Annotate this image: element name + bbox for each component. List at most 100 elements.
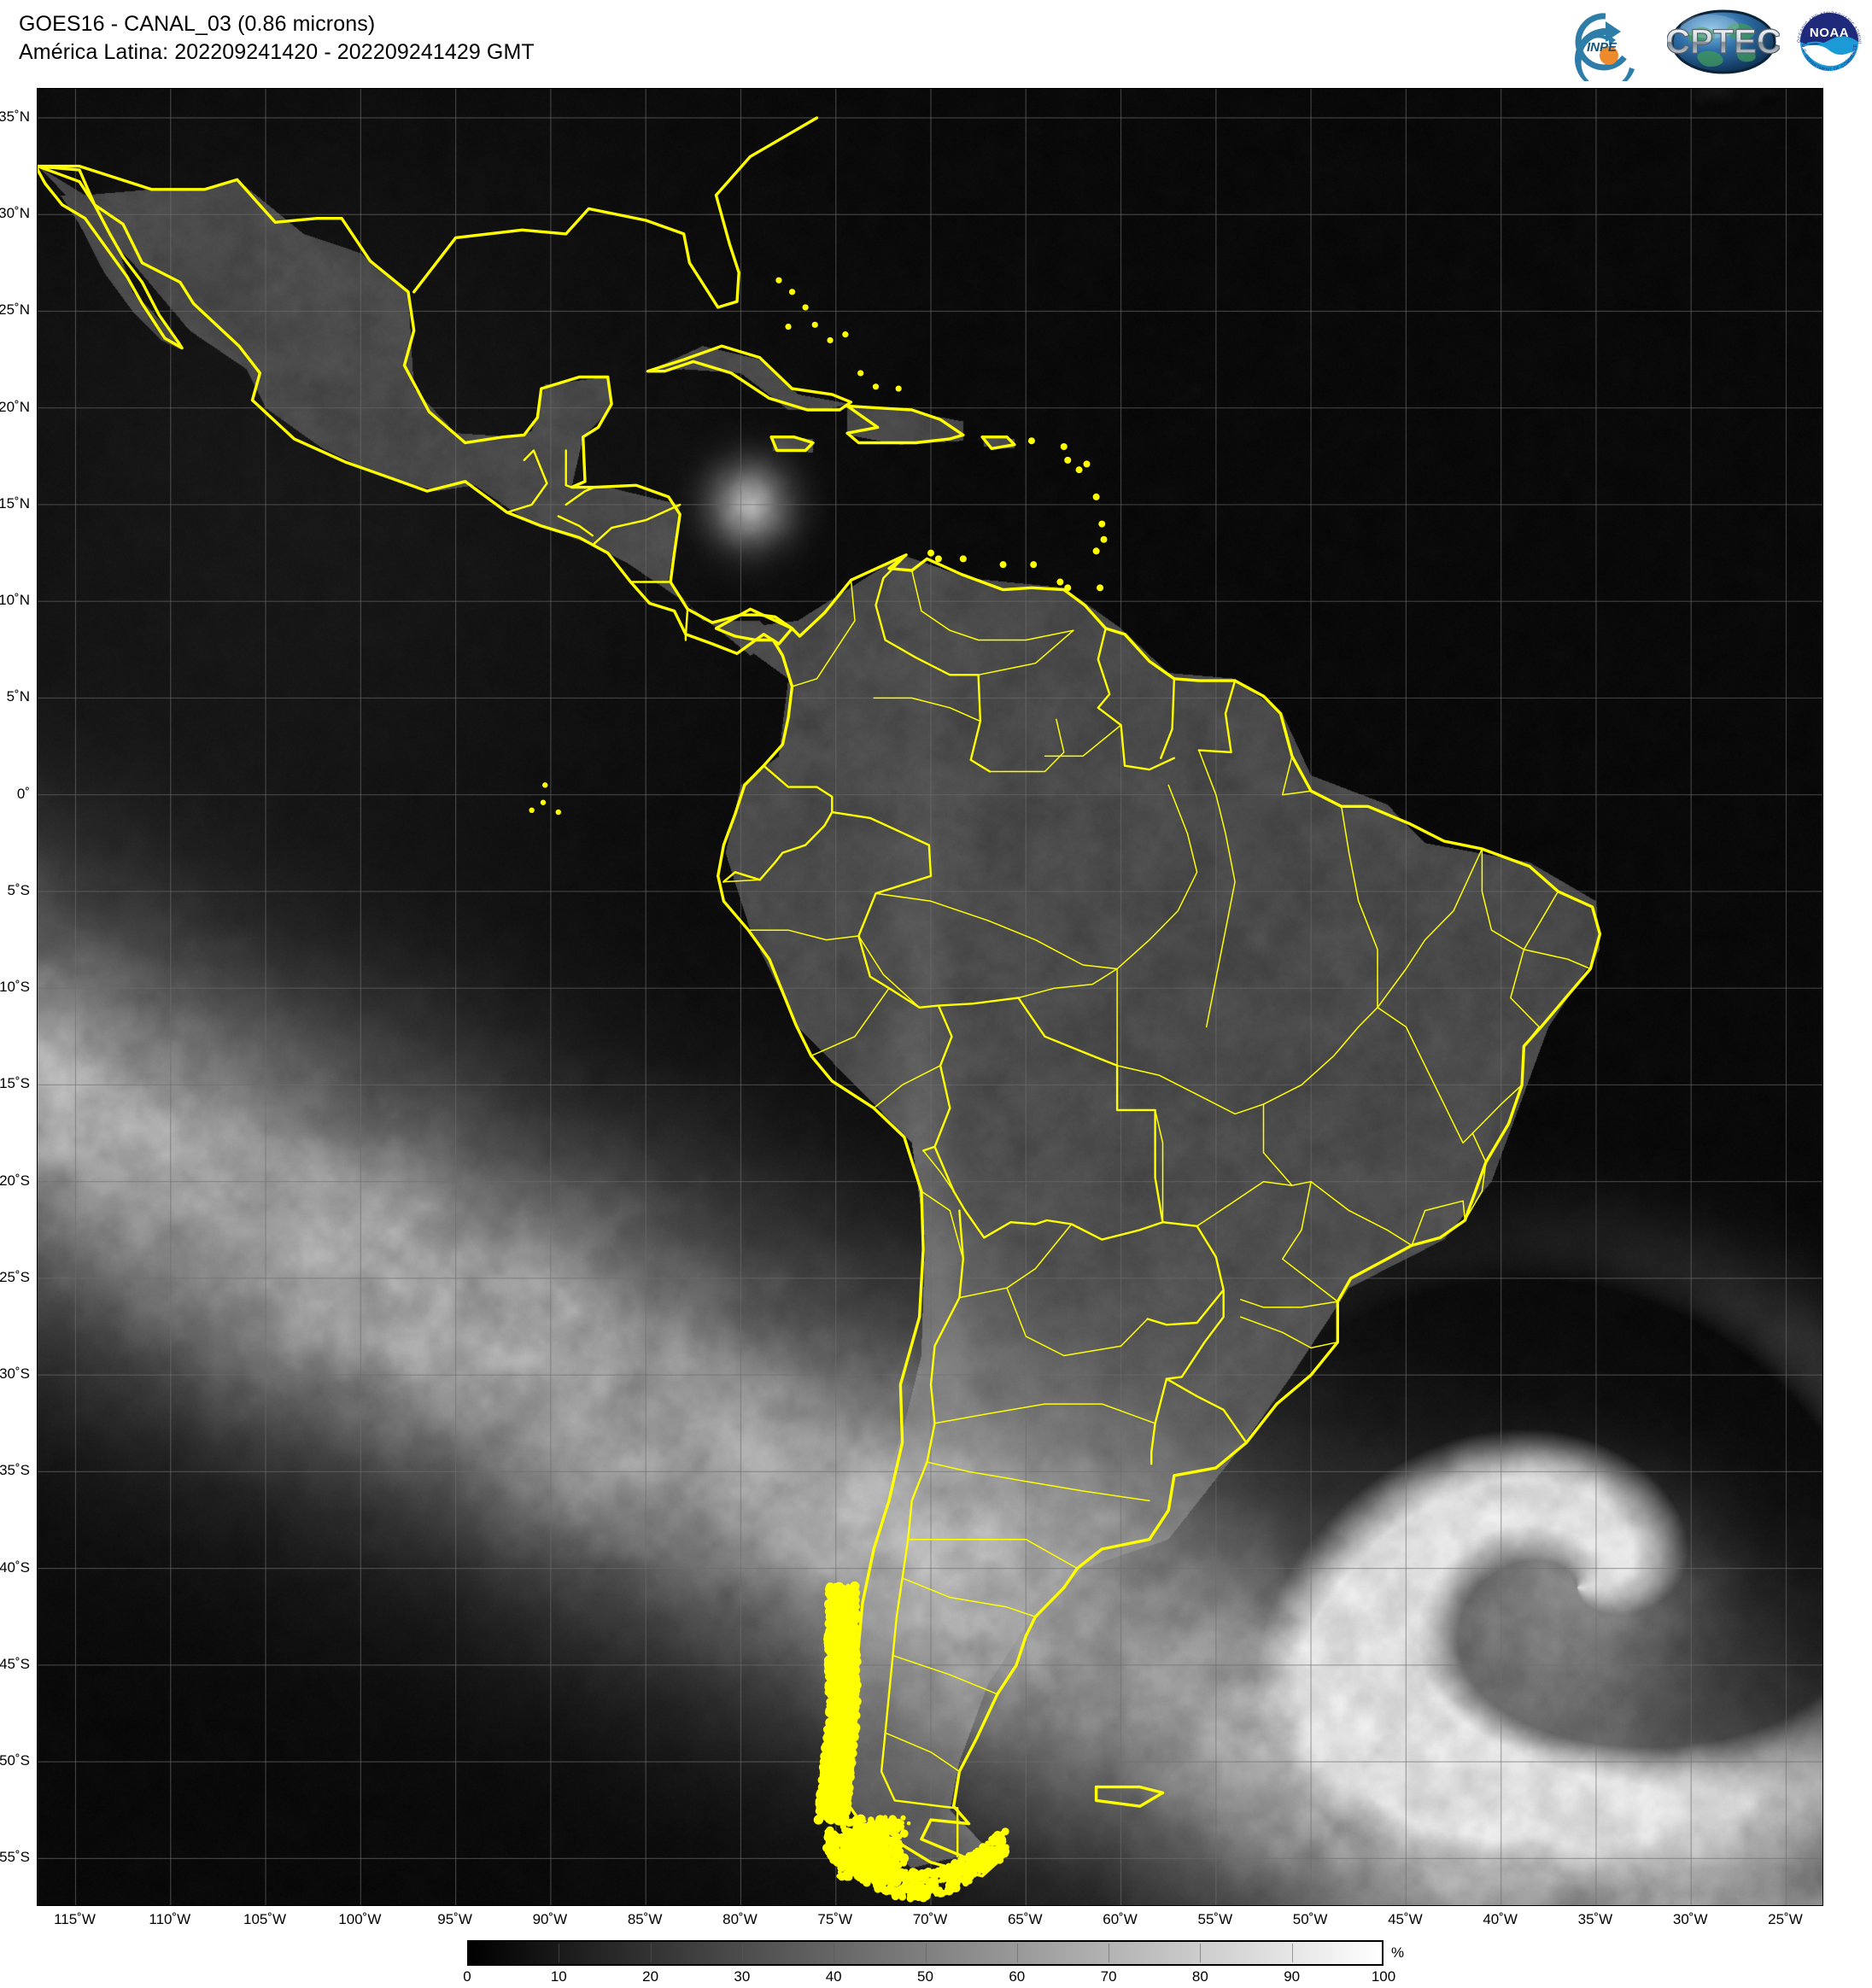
longitude-tick-label: 70˚W <box>912 1911 948 1927</box>
fjord-speckle <box>907 1878 911 1882</box>
fjord-speckle <box>872 1823 880 1831</box>
fjord-speckle <box>840 1736 844 1740</box>
border-path <box>747 929 860 941</box>
fjord-speckle <box>975 1849 980 1853</box>
border-path <box>593 503 682 545</box>
fjord-speckle <box>837 1692 843 1697</box>
fjord-speckle <box>844 1686 849 1691</box>
border-path <box>989 718 1065 773</box>
fjord-speckle <box>846 1603 854 1611</box>
fjord-speckle <box>825 1768 834 1776</box>
fjord-speckle <box>841 1676 848 1683</box>
fjord-speckle <box>889 1848 899 1858</box>
border-path <box>714 553 1602 1878</box>
fjord-speckle <box>898 1835 903 1839</box>
fjord-speckle <box>825 1639 834 1648</box>
border-path <box>907 1538 1079 1570</box>
fjord-speckle <box>836 1653 844 1661</box>
border-path <box>937 997 1164 1224</box>
fjord-speckle <box>995 1856 1004 1864</box>
fjord-speckle <box>845 1775 854 1783</box>
fjord-speckle <box>927 1870 934 1878</box>
svg-text:NOAA: NOAA <box>1810 26 1849 40</box>
fjord-speckle <box>974 1868 979 1872</box>
svg-text:INPE: INPE <box>1587 40 1618 55</box>
fjord-speckle <box>825 1734 835 1745</box>
island-marker <box>802 304 809 311</box>
longitude-tick-label: 40˚W <box>1483 1911 1518 1927</box>
inpe-logo: INPE <box>1561 3 1657 91</box>
fjord-speckle <box>848 1640 854 1646</box>
colorbar-tick-label: 70 <box>1100 1968 1117 1985</box>
fjord-speckle <box>832 1732 840 1740</box>
fjord-speckle <box>934 1868 938 1872</box>
border-path <box>412 116 819 309</box>
fjord-speckle <box>834 1704 842 1712</box>
border-path <box>1377 848 1483 1009</box>
fjord-speckle <box>899 1829 909 1839</box>
fjord-speckle <box>906 1821 911 1826</box>
border-path <box>921 1190 964 1260</box>
fjord-speckle <box>851 1596 860 1605</box>
island-marker <box>540 799 547 805</box>
fjord-speckle <box>969 1862 974 1866</box>
fjord-speckle <box>839 1683 845 1688</box>
page-title: GOES16 - CANAL_03 (0.86 microns) <box>19 12 376 36</box>
longitude-tick-label: 80˚W <box>722 1911 758 1927</box>
fjord-speckle <box>857 1854 864 1860</box>
fjord-speckle <box>834 1780 840 1788</box>
fjord-speckle <box>853 1607 857 1611</box>
fjord-speckle <box>841 1636 851 1645</box>
fjord-speckle <box>831 1830 838 1838</box>
fjord-speckle <box>839 1823 847 1830</box>
fjord-speckle <box>839 1712 851 1723</box>
fjord-speckle <box>863 1820 867 1823</box>
fjord-speckle <box>826 1750 834 1757</box>
fjord-speckle <box>845 1650 854 1659</box>
fjord-speckle <box>839 1816 848 1825</box>
border-path <box>980 436 1016 450</box>
border-path <box>1411 1200 1466 1247</box>
fjord-speckle <box>848 1830 856 1838</box>
fjord-speckle <box>816 1790 826 1800</box>
longitude-tick-label: 95˚W <box>437 1911 472 1927</box>
latitude-tick-label: 25˚N <box>0 301 30 319</box>
border-path <box>646 344 853 412</box>
fjord-speckle <box>854 1860 859 1866</box>
latitude-tick-label: 5˚N <box>6 688 30 705</box>
satellite-map[interactable] <box>37 88 1823 1906</box>
satellite-image-canvas <box>38 89 1822 1905</box>
fjord-speckle <box>829 1803 833 1807</box>
noaa-logo: NOAA NATIONAL OCEANIC AND ATMOSPHERIC AD… <box>1788 0 1869 81</box>
fjord-speckle <box>838 1710 842 1715</box>
fjord-speckle <box>950 1886 956 1892</box>
latitude-tick-label: 45˚S <box>0 1655 30 1672</box>
fjord-speckle <box>834 1678 839 1683</box>
fjord-speckle <box>988 1853 995 1860</box>
border-path <box>901 1577 1037 1618</box>
latitude-tick-label: 40˚S <box>0 1558 30 1576</box>
border-path <box>873 697 981 722</box>
island-marker <box>827 336 834 344</box>
fjord-speckle <box>843 1798 847 1803</box>
fjord-speckle <box>913 1890 921 1898</box>
fjord-speckle <box>1003 1852 1008 1856</box>
fjord-speckle <box>852 1721 856 1725</box>
fjord-speckle <box>826 1587 834 1595</box>
fjord-speckle <box>837 1596 847 1606</box>
fjord-speckle <box>912 1868 920 1876</box>
border-path <box>506 449 548 514</box>
fjord-speckle <box>834 1787 839 1792</box>
fjord-speckle <box>840 1838 848 1845</box>
border-path <box>1116 1065 1265 1115</box>
border-path <box>557 515 594 537</box>
fjord-speckle <box>916 1879 921 1884</box>
island-marker <box>1060 443 1068 451</box>
fjord-speckle <box>852 1707 859 1714</box>
fjord-speckle <box>851 1816 861 1825</box>
latitude-tick-label: 0˚ <box>16 785 30 802</box>
fjord-speckle <box>829 1758 837 1766</box>
longitude-axis: 115˚W 110˚W 105˚W 100˚W 95˚W 90˚W 85˚W 80˚W 75˚W… <box>37 1908 1823 1938</box>
fjord-speckle <box>842 1792 850 1800</box>
border-path <box>763 764 930 846</box>
